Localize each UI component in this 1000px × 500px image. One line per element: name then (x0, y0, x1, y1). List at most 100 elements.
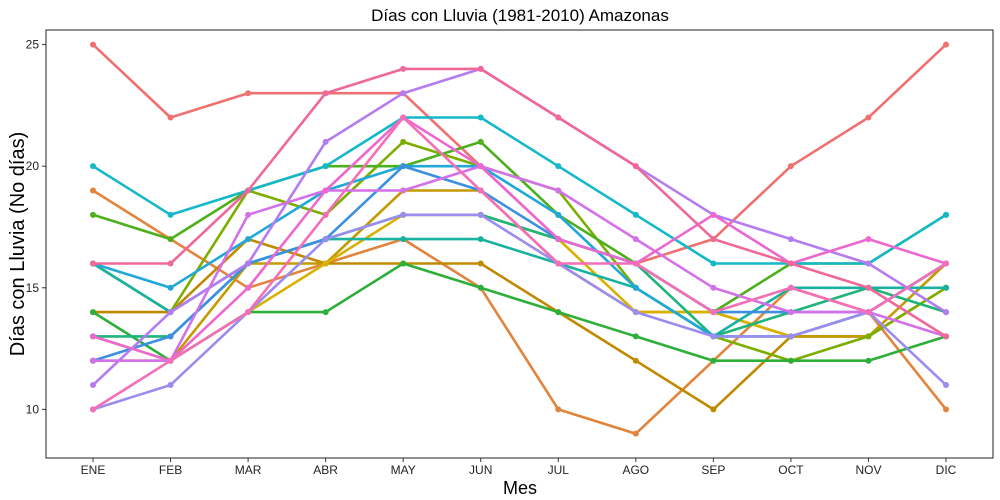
y-tick-label: 15 (26, 281, 40, 295)
series-18 (90, 65, 949, 340)
data-point (787, 260, 794, 267)
data-point (245, 309, 252, 316)
x-tick-label-mar: MAR (235, 463, 262, 477)
data-point (245, 236, 252, 243)
data-point (400, 211, 407, 218)
data-point (245, 187, 252, 194)
x-tick-label-dic: DIC (936, 463, 957, 477)
data-point (555, 406, 562, 413)
series-line (91, 164, 948, 363)
data-point (632, 333, 639, 340)
x-axis-title: Mes (503, 478, 537, 498)
data-point (787, 163, 794, 170)
data-point (322, 163, 329, 170)
data-point (90, 357, 96, 364)
series-line (91, 67, 948, 338)
data-point (555, 236, 562, 243)
series-layer (90, 41, 949, 437)
data-point (400, 260, 407, 267)
data-point (167, 284, 174, 291)
data-point (245, 211, 252, 218)
data-point (865, 260, 872, 267)
data-point (865, 333, 872, 340)
data-point (632, 284, 639, 291)
data-point (90, 163, 96, 170)
data-point (943, 211, 949, 218)
data-point (865, 114, 872, 121)
data-point (400, 236, 407, 243)
data-point (632, 357, 639, 364)
series-line (91, 116, 948, 363)
x-tick-label-may: MAY (391, 463, 416, 477)
data-point (787, 284, 794, 291)
data-point (245, 284, 252, 291)
data-point (555, 187, 562, 194)
data-point (400, 90, 407, 97)
data-point (632, 236, 639, 243)
chart-title: Días con Lluvia (1981-2010) Amazonas (371, 6, 669, 25)
data-point (632, 430, 639, 437)
data-point (477, 211, 484, 218)
series-line (91, 213, 948, 411)
series-19 (90, 114, 949, 413)
data-point (477, 163, 484, 170)
data-point (632, 260, 639, 267)
data-point (245, 90, 252, 97)
data-point (167, 114, 174, 121)
data-point (322, 90, 329, 97)
y-axis: 10 15 20 25 (26, 38, 46, 416)
data-point (787, 333, 794, 340)
series-line (91, 116, 948, 411)
data-point (322, 309, 329, 316)
x-tick-label-abr: ABR (313, 463, 338, 477)
data-point (167, 236, 174, 243)
data-point (167, 211, 174, 218)
x-tick-label-feb: FEB (159, 463, 182, 477)
data-point (710, 211, 717, 218)
data-point (555, 309, 562, 316)
y-axis-title: Días con Lluvia (No días) (7, 132, 29, 357)
data-point (477, 114, 484, 121)
data-point (710, 236, 717, 243)
data-point (400, 114, 407, 121)
series-1 (90, 41, 949, 267)
data-point (90, 406, 96, 413)
data-point (710, 260, 717, 267)
data-point (943, 41, 949, 48)
data-point (322, 211, 329, 218)
series-9 (90, 211, 949, 340)
data-point (90, 333, 96, 340)
data-point (555, 260, 562, 267)
data-point (477, 65, 484, 72)
data-point (167, 260, 174, 267)
data-point (865, 236, 872, 243)
data-point (477, 138, 484, 145)
data-point (90, 309, 96, 316)
data-point (400, 138, 407, 145)
data-point (710, 284, 717, 291)
x-tick-label-jun: JUN (469, 463, 492, 477)
x-tick-label-sep: SEP (701, 463, 725, 477)
data-point (90, 211, 96, 218)
data-point (943, 333, 949, 340)
data-point (322, 236, 329, 243)
x-tick-label-ene: ENE (81, 463, 106, 477)
data-point (710, 333, 717, 340)
y-tick-label: 20 (26, 159, 40, 173)
data-point (710, 357, 717, 364)
series-line (91, 116, 948, 265)
data-point (167, 357, 174, 364)
x-tick-label-oct: OCT (778, 463, 804, 477)
data-point (477, 284, 484, 291)
data-point (943, 284, 949, 291)
data-point (555, 163, 562, 170)
data-point (865, 309, 872, 316)
data-point (477, 187, 484, 194)
x-axis: ENE FEB MAR ABR MAY JUN JUL AGO SEP OCT NOV DIC (81, 458, 957, 477)
data-point (943, 382, 949, 389)
data-point (90, 187, 96, 194)
data-point (710, 406, 717, 413)
data-point (90, 260, 96, 267)
data-point (943, 309, 949, 316)
